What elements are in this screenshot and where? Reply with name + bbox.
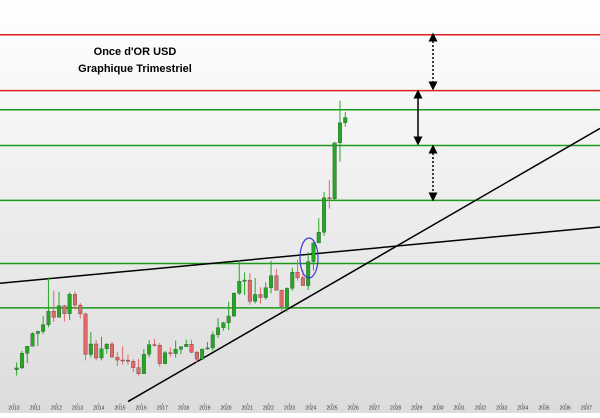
candle-body: [279, 290, 284, 307]
x-tick-label: 2025: [326, 405, 337, 411]
x-tick-label: 2013: [72, 405, 83, 411]
candle-body: [126, 359, 130, 362]
candle-body: [232, 293, 236, 317]
candle-body: [343, 117, 348, 123]
candle-body: [78, 304, 83, 315]
candle-body: [147, 344, 152, 355]
candle-body: [216, 327, 221, 335]
candle-body: [104, 343, 109, 349]
candle-body: [285, 288, 289, 307]
candle-body: [295, 271, 300, 278]
candle-body: [41, 324, 46, 332]
x-tick-label: 2033: [496, 405, 507, 411]
candle-body: [311, 242, 316, 262]
x-tick-label: 2020: [220, 405, 231, 411]
candle-body: [194, 352, 199, 360]
candle-body: [19, 353, 24, 369]
x-tick-label: 2011: [30, 405, 41, 411]
chart-title: Once d'OR USD: [94, 46, 177, 58]
candle-body: [94, 343, 99, 359]
candle-body: [200, 348, 205, 360]
candle-body: [300, 277, 305, 286]
candle-body: [157, 345, 162, 364]
x-tick-label: 2032: [475, 405, 486, 411]
highlight-ellipse: [299, 237, 319, 279]
candle-body: [237, 281, 242, 294]
candle-body: [141, 354, 146, 374]
candle-body: [242, 279, 247, 282]
candle-body: [179, 346, 183, 350]
x-tick-label: 2019: [199, 405, 210, 411]
candle-body: [83, 313, 88, 355]
x-tick-label: 2036: [560, 405, 571, 411]
candle-body: [338, 122, 342, 143]
candle-body: [226, 315, 231, 323]
candle-body: [205, 347, 210, 350]
chart-subtitle: Graphique Trimestriel: [78, 63, 192, 75]
x-tick-label: 2035: [538, 405, 549, 411]
plot-area: [0, 33, 600, 403]
x-tick-label: 2016: [136, 405, 147, 411]
x-tick-label: 2034: [517, 405, 528, 411]
x-tick-label: 2022: [263, 405, 274, 411]
candle-body: [30, 333, 35, 347]
candle-body: [72, 294, 77, 306]
candle-body: [62, 305, 67, 314]
x-tick-label: 2010: [8, 405, 19, 411]
candle-body: [131, 361, 136, 368]
candle-body: [152, 344, 157, 346]
x-tick-label: 2018: [178, 405, 189, 411]
trend-line: [127, 127, 600, 403]
x-tick-label: 2028: [390, 405, 401, 411]
candle-body: [184, 344, 189, 347]
candle-body: [168, 352, 173, 354]
candle-body: [99, 348, 104, 359]
candle-body: [290, 271, 295, 289]
candle-body: [67, 294, 72, 314]
x-tick-label: 2015: [114, 405, 125, 411]
candle-body: [110, 343, 114, 358]
candle-body: [210, 334, 215, 349]
candle-body: [258, 294, 263, 298]
candle-body: [136, 367, 141, 374]
x-tick-label: 2021: [242, 405, 253, 411]
candle-body: [88, 343, 93, 355]
candle-body: [247, 279, 252, 302]
candle-body: [322, 197, 327, 233]
x-tick-label: 2023: [284, 405, 295, 411]
candle-body: [332, 142, 337, 199]
candle-body: [316, 232, 321, 244]
candle-body: [306, 261, 311, 286]
x-tick-label: 2012: [51, 405, 62, 411]
candle-body: [163, 352, 168, 364]
candle-body: [57, 305, 61, 318]
candle-body: [327, 197, 332, 199]
candle-body: [221, 322, 226, 328]
candle-body: [274, 275, 279, 291]
x-tick-label: 2017: [157, 405, 168, 411]
candle-body: [14, 367, 19, 370]
candle-body: [263, 287, 268, 298]
candle-body: [253, 294, 258, 302]
x-tick-label: 2030: [432, 405, 443, 411]
x-tick-label: 2024: [305, 405, 316, 411]
x-tick-label: 2037: [581, 405, 592, 411]
candle-body: [46, 311, 51, 325]
candle-body: [269, 275, 274, 288]
x-tick-label: 2026: [348, 405, 359, 411]
x-tick-label: 2029: [411, 405, 422, 411]
x-tick-label: 2031: [454, 405, 465, 411]
candle-body: [120, 359, 125, 362]
candle-body: [25, 346, 30, 354]
candle-body: [189, 344, 194, 353]
x-tick-label: 2027: [369, 405, 380, 411]
candle-body: [173, 349, 178, 354]
x-tick-label: 2014: [93, 405, 104, 411]
candle-body: [51, 311, 56, 318]
candle-body: [35, 331, 40, 334]
candle-body: [115, 356, 120, 361]
